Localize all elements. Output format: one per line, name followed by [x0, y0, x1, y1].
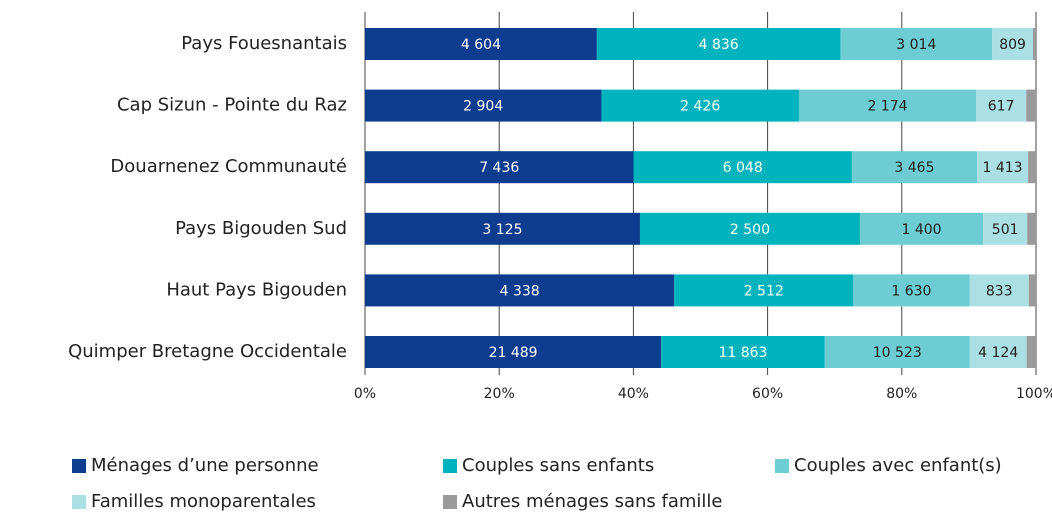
- value-label: 3 014: [896, 37, 936, 53]
- value-label: 6 048: [723, 160, 763, 176]
- x-tick-label: 80%: [886, 386, 917, 402]
- bar-segment: [365, 274, 675, 307]
- legend-swatch: [775, 459, 789, 473]
- bar-segment: [853, 274, 970, 307]
- x-tick-label: 0%: [354, 386, 376, 402]
- y-tick-label: Pays Bigouden Sud: [175, 218, 347, 239]
- bar-segment: [633, 151, 852, 184]
- bar-segment: [601, 89, 799, 122]
- value-label: 10 523: [873, 345, 922, 361]
- y-tick-label: Douarnenez Communauté: [110, 156, 347, 177]
- legend-swatch: [72, 495, 86, 509]
- value-label: 11 863: [718, 345, 767, 361]
- bar-segment: [1028, 274, 1036, 307]
- bar-segment: [798, 89, 976, 122]
- value-label: 2 174: [867, 99, 907, 115]
- value-label: 4 836: [699, 37, 739, 53]
- value-label: 7 436: [479, 160, 519, 176]
- bar-segment: [674, 274, 854, 307]
- value-label: 21 489: [489, 345, 538, 361]
- bar-segment: [969, 274, 1029, 307]
- value-label: 2 426: [680, 99, 720, 115]
- bar-segment: [851, 151, 978, 184]
- value-label: 2 500: [730, 222, 770, 238]
- value-label: 4 604: [461, 37, 501, 53]
- bar-segment: [983, 212, 1028, 245]
- x-tick-label: 100%: [1016, 386, 1052, 402]
- value-label: 1 413: [982, 160, 1022, 176]
- value-label: 617: [988, 99, 1015, 115]
- bar-segment: [365, 28, 597, 60]
- value-label: 833: [986, 283, 1013, 299]
- bar-segment: [840, 28, 993, 60]
- legend-label: Couples avec enfant(s): [794, 455, 1002, 476]
- bar-segment: [969, 336, 1027, 368]
- value-label: 1 400: [901, 222, 941, 238]
- bar-segment: [365, 336, 662, 368]
- bar-segment: [639, 212, 860, 245]
- y-tick-label: Cap Sizun - Pointe du Raz: [117, 95, 347, 116]
- bar-segment: [1032, 28, 1036, 60]
- value-label: 3 125: [482, 222, 522, 238]
- bar-segment: [365, 89, 602, 122]
- bar-segment: [365, 212, 640, 245]
- bar-segment: [824, 336, 970, 368]
- legend-label: Couples sans enfants: [462, 455, 654, 476]
- legend-swatch: [443, 459, 457, 473]
- bar-segment: [1026, 89, 1036, 122]
- x-tick-label: 20%: [484, 386, 515, 402]
- value-label: 3 465: [894, 160, 934, 176]
- bar-segment: [977, 151, 1029, 184]
- legend-swatch: [72, 459, 86, 473]
- bar-segment: [992, 28, 1033, 60]
- value-label: 501: [992, 222, 1019, 238]
- legend-label: Autres ménages sans famille: [462, 491, 723, 512]
- x-tick-label: 60%: [752, 386, 783, 402]
- value-label: 809: [999, 37, 1026, 53]
- bar-segment: [596, 28, 841, 60]
- bar-segment: [1028, 151, 1036, 184]
- bar-segment: [365, 151, 634, 184]
- value-label: 4 338: [500, 283, 540, 299]
- y-tick-label: Quimper Bretagne Occidentale: [68, 341, 347, 362]
- legend-label: Ménages d’une personne: [91, 455, 319, 476]
- bar-segment: [1026, 336, 1036, 368]
- legend-label: Familles monoparentales: [91, 491, 316, 512]
- bar-segment: [1027, 212, 1036, 245]
- value-label: 4 124: [978, 345, 1018, 361]
- x-tick-label: 40%: [618, 386, 649, 402]
- y-tick-label: Pays Fouesnantais: [181, 33, 347, 54]
- y-tick-label: Haut Pays Bigouden: [166, 279, 347, 300]
- bar-segment: [975, 89, 1027, 122]
- legend-swatch: [443, 495, 457, 509]
- value-label: 1 630: [891, 283, 931, 299]
- bar-segment: [661, 336, 825, 368]
- bar-segment: [859, 212, 984, 245]
- value-label: 2 512: [744, 283, 784, 299]
- value-label: 2 904: [463, 99, 503, 115]
